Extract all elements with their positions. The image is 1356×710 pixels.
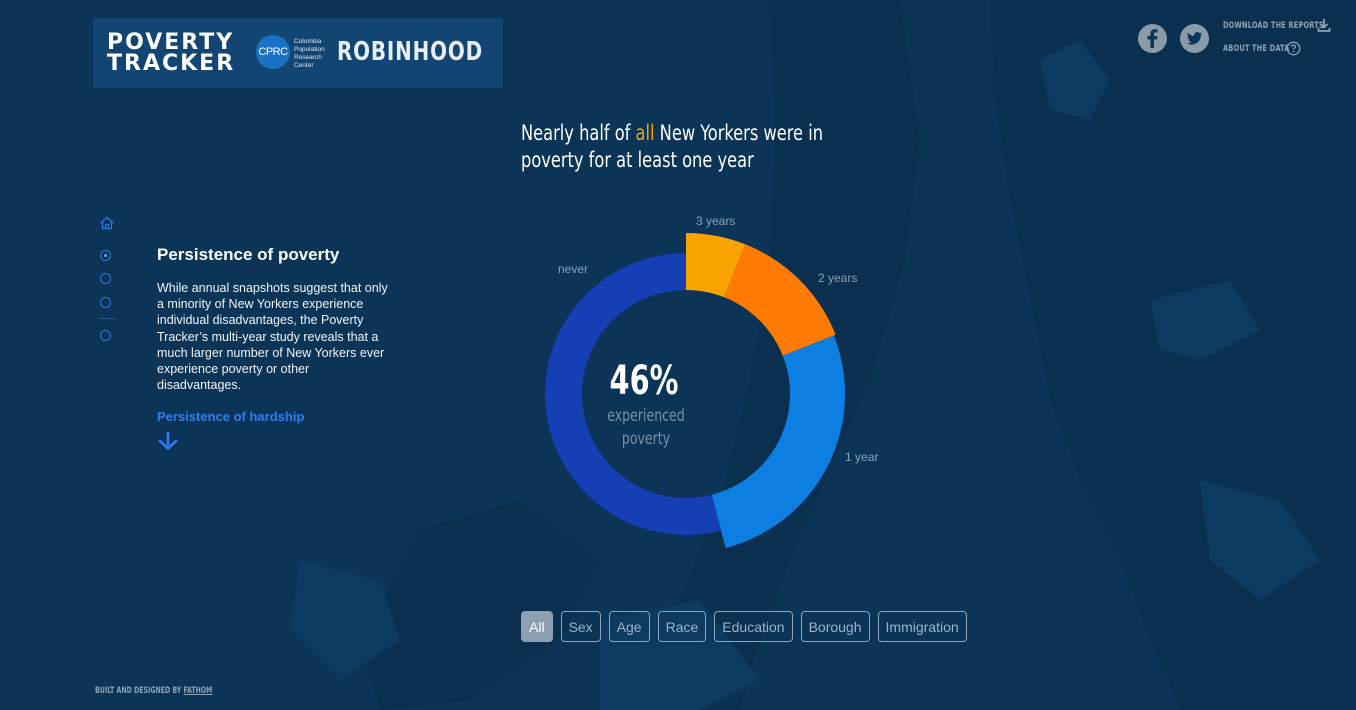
nav-dot-2[interactable] (100, 273, 111, 284)
donut-slice-1-year[interactable] (711, 335, 845, 549)
filter-borough[interactable]: Borough (800, 611, 870, 642)
about-data-link[interactable]: ABOUT THE DATA (1223, 44, 1289, 54)
nav-dot-1[interactable] (100, 250, 111, 261)
nav-dot-3[interactable] (100, 297, 111, 308)
nav-dot-4[interactable] (100, 330, 111, 341)
poverty-donut-chart (545, 233, 845, 549)
center-label-line-1: experienced (607, 406, 685, 426)
download-reports-label: DOWNLOAD THE REPORTS (1223, 21, 1324, 31)
filter-bar: All Sex Age Race Education Borough Immig… (521, 611, 967, 642)
center-percentage: 46% (609, 358, 679, 404)
slice-label-2-years: 2 years (818, 271, 858, 285)
next-section-link[interactable]: Persistence of hardship (157, 409, 305, 424)
slice-label-3-years: 3 years (696, 214, 736, 228)
robinhood-logo[interactable]: ROBINHOOD (337, 37, 484, 67)
help-icon[interactable] (1286, 41, 1301, 56)
arrow-down-icon[interactable] (157, 431, 179, 451)
center-label: experienced poverty (580, 405, 711, 451)
poverty-tracker-logo[interactable]: POVERTY TRACKER (107, 30, 236, 76)
filter-education[interactable]: Education (714, 611, 793, 642)
logo-line-1: POVERTY (107, 30, 235, 55)
fathom-link[interactable]: FATHOM (183, 686, 213, 696)
headline-part-2: New Yorkers were in poverty for at least… (521, 121, 824, 172)
logo-line-2: TRACKER (107, 51, 236, 76)
nav-divider (99, 318, 115, 319)
slice-label-1-year: 1 year (845, 450, 879, 464)
headline-highlight: all (635, 121, 655, 145)
footer-prefix: BUILT AND DESIGNED BY (95, 686, 184, 696)
filter-sex[interactable]: Sex (560, 611, 601, 642)
center-label-line-2: poverty (621, 429, 671, 449)
download-reports-link[interactable]: DOWNLOAD THE REPORTS (1223, 21, 1324, 31)
filter-age[interactable]: Age (608, 611, 650, 642)
header-logos: POVERTY TRACKER CPRC Columbia Population… (93, 18, 503, 88)
headline-part-1: Nearly half of (521, 121, 636, 145)
chart-headline: Nearly half of all New Yorkers were in p… (521, 120, 848, 174)
about-data-label: ABOUT THE DATA (1223, 44, 1290, 54)
twitter-icon[interactable] (1180, 24, 1209, 53)
section-body: While annual snapshots suggest that only… (157, 281, 388, 393)
section-title: Persistence of poverty (157, 245, 340, 264)
donut-slice-3-years[interactable] (686, 233, 746, 298)
donut-slice-2-years[interactable] (724, 244, 836, 356)
cprc-logo[interactable]: CPRC (256, 35, 290, 69)
donut-slice-never[interactable] (545, 253, 722, 535)
facebook-icon[interactable] (1138, 24, 1167, 53)
filter-all[interactable]: All (521, 611, 553, 642)
filter-immigration[interactable]: Immigration (877, 611, 967, 642)
slice-label-never: never (558, 262, 589, 276)
home-icon[interactable] (99, 216, 115, 230)
cprc-name: Columbia Population Research Center (294, 38, 325, 69)
footer-credit: BUILT AND DESIGNED BY FATHOM (95, 686, 212, 696)
download-icon[interactable] (1317, 18, 1331, 33)
filter-race[interactable]: Race (657, 611, 707, 642)
